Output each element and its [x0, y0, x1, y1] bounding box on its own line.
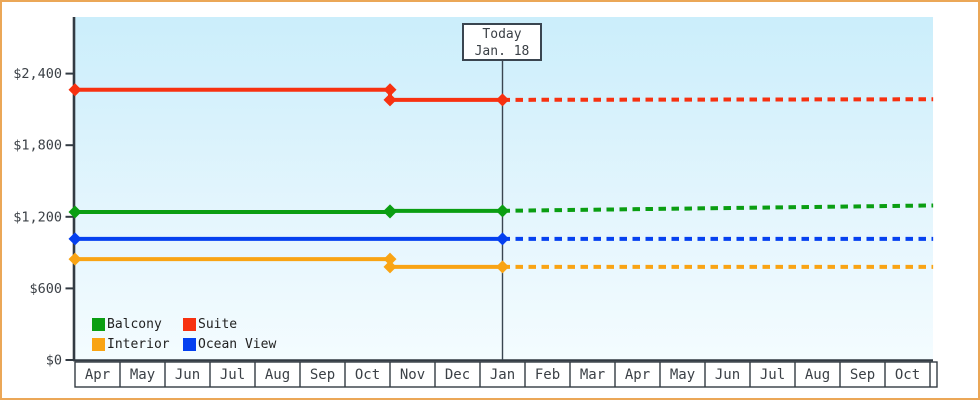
month-axis-row: [74, 361, 938, 388]
y-axis-label: $2,400: [13, 66, 62, 82]
suite-swatch-icon: [183, 317, 196, 331]
balcony-swatch-icon: [92, 317, 105, 331]
data-point-marker-suite: [383, 83, 397, 97]
legend-item-interior: Interior: [92, 337, 183, 352]
x-axis-month-label: Aug: [805, 367, 830, 383]
data-point-marker-suite: [383, 93, 397, 107]
data-point-marker-suite: [496, 93, 509, 107]
x-axis-month-label: Jul: [220, 367, 245, 383]
data-point-marker-balcony: [68, 205, 82, 219]
y-axis-label: $1,200: [13, 209, 62, 225]
today-date: Jan. 18: [474, 44, 530, 59]
data-point-marker-ocean-view: [496, 232, 509, 246]
today-label: Today: [482, 27, 522, 42]
ocean-view-swatch-icon: [183, 337, 196, 351]
data-point-marker-interior: [496, 260, 509, 274]
series-history-line-suite: [75, 87, 503, 102]
legend-label: Interior: [107, 336, 170, 352]
data-point-marker-interior: [383, 260, 397, 274]
x-axis-month-label: Sep: [310, 367, 335, 383]
data-point-marker-suite: [68, 83, 82, 97]
y-axis-label: $600: [29, 281, 62, 297]
legend-label: Balcony: [107, 316, 162, 332]
legend-item-ocean-view: Ocean View: [183, 337, 276, 352]
plot-area: [75, 17, 933, 360]
series-history-line-balcony: [75, 208, 503, 215]
y-axis-label: $1,800: [13, 138, 62, 154]
x-axis-month-label: Jun: [175, 367, 200, 383]
x-axis-month-label: Apr: [85, 367, 110, 383]
x-axis-month-label: Mar: [580, 367, 605, 383]
x-axis-month-label: Sep: [850, 367, 875, 383]
x-axis-month-label: Aug: [265, 367, 290, 383]
data-point-marker-balcony: [383, 204, 397, 218]
legend-row: Balcony Suite: [92, 314, 276, 334]
x-axis-month-label: Jun: [715, 367, 740, 383]
series-forecast-line-suite: [502, 97, 934, 102]
x-axis-month-label: May: [670, 367, 695, 383]
x-axis-month-label: Nov: [400, 367, 425, 383]
today-annotation-box: Today Jan. 18: [462, 23, 542, 61]
x-axis-month-label: Jan: [490, 367, 515, 383]
series-forecast-line-balcony: [502, 203, 934, 213]
legend-item-balcony: Balcony: [92, 317, 183, 332]
data-point-marker-ocean-view: [68, 232, 82, 246]
x-axis-month-label: Jul: [760, 367, 785, 383]
x-axis-month-label: Oct: [895, 367, 920, 383]
x-axis-month-label: May: [130, 367, 155, 383]
interior-swatch-icon: [92, 337, 105, 351]
legend-row: Interior Ocean View: [92, 334, 276, 354]
data-point-marker-interior: [68, 252, 82, 266]
legend-label: Suite: [198, 316, 238, 332]
x-axis-month-label: Dec: [445, 367, 470, 383]
x-axis-month-label: Feb: [535, 367, 560, 383]
x-axis-month-label: Oct: [355, 367, 380, 383]
x-axis-month-label: Apr: [625, 367, 650, 383]
data-point-marker-interior: [383, 252, 397, 266]
y-axis-label: $0: [46, 353, 62, 369]
chart-legend: Balcony Suite Interior Ocean View: [92, 314, 276, 354]
legend-label: Ocean View: [198, 336, 277, 352]
legend-item-suite: Suite: [183, 317, 237, 332]
series-history-line-interior: [75, 257, 503, 269]
data-point-marker-balcony: [496, 204, 509, 218]
